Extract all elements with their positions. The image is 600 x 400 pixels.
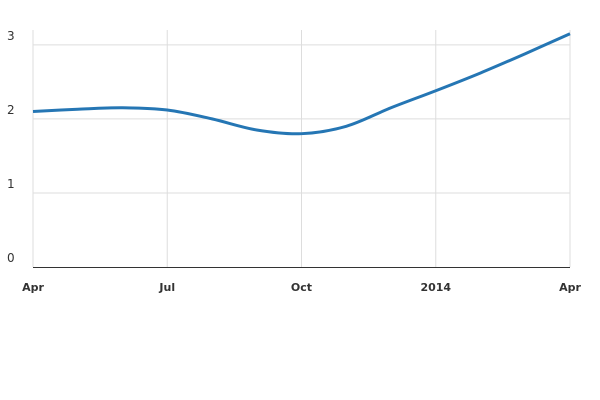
series: [32, 32, 571, 136]
y-tick-label: 3: [7, 29, 15, 43]
y-tick-label: 0: [7, 251, 15, 265]
x-tick-label: Apr: [22, 281, 44, 294]
x-tick-label: 2014: [420, 281, 451, 294]
y-axis-ticks: 0 1 2 3: [7, 29, 15, 265]
y-tick-label: 2: [7, 103, 15, 117]
x-tick-label: Jul: [158, 281, 175, 294]
x-axis-ticks: Apr Jul Oct 2014 Apr: [22, 281, 581, 294]
x-tick-label: Apr: [559, 281, 581, 294]
series-line: [32, 32, 571, 136]
y-tick-label: 1: [7, 177, 15, 191]
grid: [32, 30, 571, 267]
x-tick-label: Oct: [291, 281, 312, 294]
